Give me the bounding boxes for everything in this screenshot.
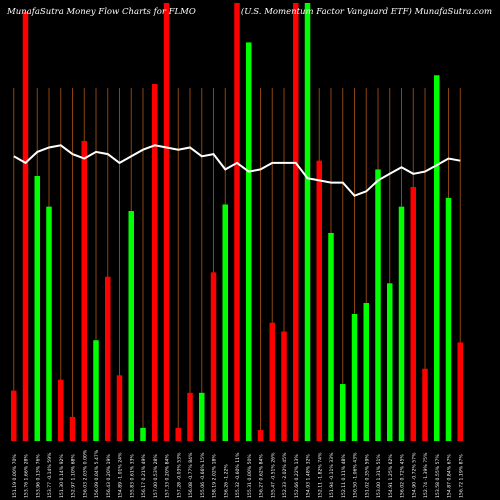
x-axis-tick-label: 157.28 -0.03% 53% (176, 452, 182, 498)
x-axis-tick-label: 151.19 0.00% 70% (12, 454, 18, 498)
money-flow-bar (410, 186, 416, 441)
money-flow-bar (328, 232, 334, 441)
x-axis-tick-label: 152.11 -1.82% 74% (317, 452, 323, 498)
money-flow-bar (375, 169, 381, 441)
money-flow-bar (351, 313, 358, 441)
x-axis-tick-label: 155.83 0.61% 33% (129, 454, 135, 498)
money-flow-bar (163, 3, 170, 441)
x-axis-tick-label: 156.03 2.03% 0.00% (82, 449, 88, 498)
money-flow-bar (316, 160, 322, 441)
money-flow-bar (434, 75, 440, 442)
x-axis-tick-label: 155.32 -0.60% 11% (235, 452, 241, 498)
x-axis-tick-label: 156.09 0.04% 5.47% (94, 449, 100, 498)
x-axis-tick-label: 155.31 0.00% 50% (247, 454, 253, 498)
money-flow-bar (293, 3, 299, 441)
x-axis-tick-label: 153.00 1.31% 51% (376, 454, 382, 498)
money-flow-bar (140, 427, 146, 441)
x-axis-tick-label: 156.72 1.19% 87% (458, 454, 464, 498)
x-axis-tick-label: 156.43 0.20% 19% (106, 454, 112, 498)
money-flow-bar (387, 283, 393, 441)
money-flow-bar (445, 197, 452, 441)
money-flow-bar (175, 427, 181, 441)
x-axis-tick-label: 151.02 0.35% 59% (364, 454, 370, 498)
x-axis-tick-label: 154.89 -1.01% 24% (118, 452, 124, 498)
price-line (13, 144, 461, 197)
x-axis-tick-label: 153.96 0.13% 76% (35, 454, 41, 498)
x-axis-tick-label: 153.58 0.55% 57% (435, 454, 441, 498)
x-axis-tick-label: 154.93 1.48% 32% (306, 454, 312, 498)
x-axis-tick-label: 154.91 1.25% 62% (388, 454, 394, 498)
x-axis-labels: 151.19 0.00% 70% 153.76 1.66% 28% 153.96 0… (12, 449, 465, 498)
money-flow-bar (34, 176, 40, 441)
money-flow-bar (58, 379, 64, 441)
x-axis-tick-label: 157.00 0.53% 28% (153, 454, 159, 498)
chart-header-right: (U.S. Momentum Factor Vanguard ETF) Muna… (240, 7, 492, 17)
money-flow-bar (116, 375, 123, 441)
money-flow-bar (257, 430, 264, 441)
x-axis-tick-label: 158.19 2.02% 18% (212, 454, 218, 498)
money-flow-bar (81, 140, 87, 441)
x-axis-tick-label: 154.90 -0.72% 57% (411, 452, 417, 498)
money-flow-bars (11, 3, 463, 442)
x-axis-tick-label: 156.08 -0.77% 84% (188, 452, 194, 498)
money-flow-bar (199, 392, 205, 441)
money-flow-bar (304, 3, 311, 441)
money-flow-bar (222, 204, 228, 441)
x-axis-tick-label: 152.97 1.10% 68% (71, 454, 77, 498)
money-flow-bar (128, 211, 134, 441)
x-axis-tick-label: 156.17 0.21% 49% (141, 454, 147, 498)
price-line-path (13, 144, 461, 197)
x-axis-tick-label: 156.02 0.72% 45% (400, 454, 406, 498)
money-flow-bar (398, 206, 405, 441)
money-flow-bar (363, 303, 369, 441)
x-axis-tick-label: 154.87 0.84% 67% (447, 454, 453, 498)
money-flow-bar (422, 368, 428, 441)
money-flow-bar (152, 84, 158, 441)
x-axis-tick-label: 151.94 -0.11% 33% (329, 452, 335, 498)
x-axis-tick-label: 156.27 0.62% 84% (259, 454, 265, 498)
money-flow-bar (210, 272, 217, 441)
money-flow-bar (269, 322, 275, 441)
x-axis-tick-label: 152.33 -2.02% 45% (282, 452, 288, 498)
x-axis-tick-label: 155.06 -0.66% 15% (200, 452, 206, 498)
money-flow-bar (105, 276, 111, 441)
money-flow-bar (46, 206, 52, 441)
money-flow-bar (281, 331, 287, 441)
x-axis-tick-label: 155.47 -0.51% 26% (270, 452, 276, 498)
money-flow-bar (11, 390, 17, 441)
money-flow-bar (187, 392, 193, 441)
chart-header-left: MunafaSutra Money Flow Charts for FLMO (7, 7, 196, 17)
x-axis-tick-label: 153.77 -0.14% 59% (47, 452, 53, 498)
x-axis-tick-label: 152.66 0.22% 13% (294, 454, 300, 498)
money-flow-bar (69, 416, 76, 441)
money-flow-bar (246, 42, 252, 442)
x-axis-tick-label: 150.50 -1.06% 43% (353, 452, 359, 498)
x-axis-tick-label: 153.76 1.66% 28% (24, 454, 30, 498)
x-axis-tick-label: 152.11 0.11% 48% (341, 454, 347, 498)
x-axis-tick-label: 151.30 0.14% 92% (59, 454, 65, 498)
money-flow-bar (457, 342, 463, 441)
money-flow-bar (234, 3, 240, 441)
x-axis-tick-label: 157.33 0.20% 84% (165, 454, 171, 498)
x-axis-tick-label: 156.26 -1.22% (223, 464, 229, 498)
money-flow-bar (22, 11, 29, 441)
money-flow-bar (340, 384, 346, 441)
x-axis-tick-label: 152.74 -1.39% 75% (423, 452, 429, 498)
money-flow-bar (93, 340, 99, 441)
